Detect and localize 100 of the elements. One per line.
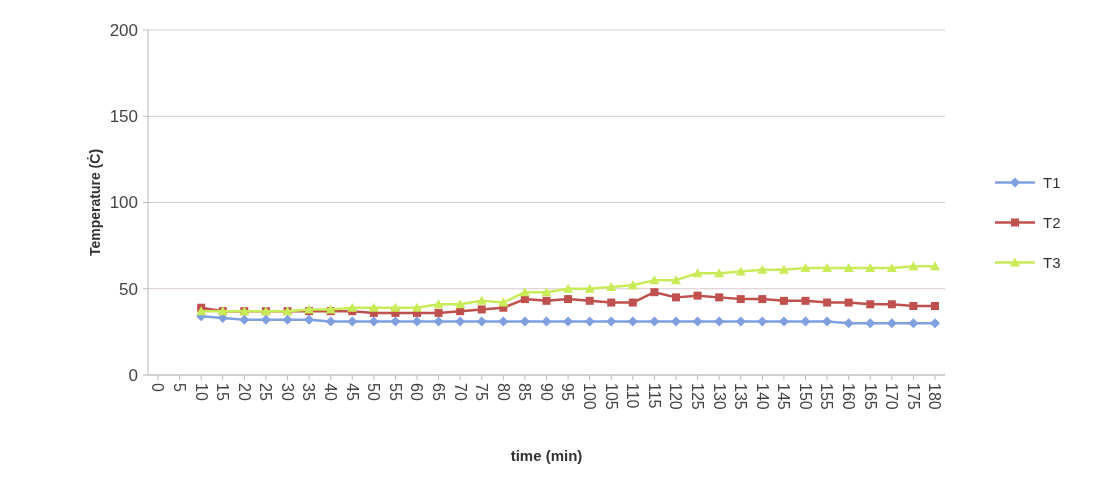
x-tick-label: 85 <box>516 383 534 401</box>
point <box>866 300 875 309</box>
point <box>390 316 401 327</box>
point <box>542 296 551 305</box>
point <box>693 291 702 300</box>
x-tick-label: 170 <box>883 383 901 410</box>
point <box>844 298 853 307</box>
point <box>347 316 358 327</box>
point <box>498 297 509 307</box>
point <box>498 316 509 327</box>
point <box>865 318 876 329</box>
x-tick-label: 130 <box>710 383 728 410</box>
x-tick-label: 115 <box>645 383 663 409</box>
x-tick-label: 40 <box>322 383 340 401</box>
x-tick-label: 155 <box>818 383 836 410</box>
x-tick-label: 150 <box>796 383 814 410</box>
point <box>564 295 573 304</box>
point <box>692 268 703 278</box>
point <box>736 295 745 304</box>
point <box>390 302 401 312</box>
y-tick-label: 200 <box>109 20 138 40</box>
point <box>519 316 530 327</box>
x-tick-label: 120 <box>667 383 685 410</box>
point <box>584 283 595 293</box>
x-tick-label: 95 <box>559 383 577 401</box>
point <box>628 298 637 307</box>
x-tick-label: 160 <box>840 383 858 410</box>
point <box>455 299 466 309</box>
x-tick-label: 110 <box>624 383 642 409</box>
point <box>239 314 250 325</box>
x-tick-label: 65 <box>429 383 447 401</box>
point <box>412 302 422 312</box>
point <box>455 316 466 327</box>
point <box>434 308 443 317</box>
point <box>196 306 207 316</box>
x-tick-label: 50 <box>365 383 383 401</box>
point <box>541 287 552 297</box>
x-tick-label: 55 <box>386 383 404 401</box>
point <box>757 264 768 274</box>
point <box>843 318 854 329</box>
point <box>714 316 725 327</box>
legend-label: T1 <box>1043 173 1061 191</box>
point <box>715 293 724 302</box>
point <box>433 299 444 309</box>
y-axis-title: Temperature (Ċ) <box>87 148 103 257</box>
point <box>865 263 876 273</box>
point <box>412 316 422 327</box>
point <box>800 316 811 327</box>
point <box>692 316 703 327</box>
x-tick-label: 90 <box>537 383 555 401</box>
x-tick-label: 180 <box>926 383 944 410</box>
x-tick-label: 105 <box>602 383 620 410</box>
x-tick-label: 165 <box>861 383 879 410</box>
point <box>649 316 660 327</box>
x-tick-label: 75 <box>473 383 491 401</box>
x-tick-label: 0 <box>149 383 167 392</box>
point <box>931 302 939 310</box>
point <box>584 316 595 327</box>
point <box>606 316 617 327</box>
point <box>672 293 680 302</box>
point <box>347 302 358 312</box>
x-tick-label: 80 <box>494 383 512 401</box>
x-tick-label: 30 <box>278 383 296 401</box>
point <box>778 316 789 327</box>
x-tick-label: 45 <box>343 383 361 401</box>
point <box>908 261 919 271</box>
point <box>823 298 832 307</box>
point <box>433 316 444 327</box>
point <box>930 318 940 329</box>
point <box>541 316 552 327</box>
point <box>671 316 681 327</box>
point <box>930 261 940 271</box>
point <box>800 263 811 273</box>
point <box>822 263 833 273</box>
x-tick-label: 135 <box>732 383 750 410</box>
point <box>627 316 638 327</box>
point <box>649 275 660 285</box>
legend-label: T2 <box>1043 213 1061 231</box>
point <box>563 283 574 293</box>
point <box>627 280 638 290</box>
point <box>325 316 336 327</box>
point <box>909 302 918 310</box>
point <box>650 288 659 297</box>
point <box>563 316 574 327</box>
x-tick-label: 35 <box>300 383 318 401</box>
point <box>779 296 788 305</box>
point <box>735 316 746 327</box>
point <box>801 296 810 305</box>
point <box>368 316 379 327</box>
x-tick-label: 145 <box>775 383 793 410</box>
x-tick-label: 15 <box>214 383 232 401</box>
x-tick-label: 5 <box>170 383 188 392</box>
x-tick-label: 125 <box>688 383 706 410</box>
x-tick-label: 10 <box>192 383 210 401</box>
point <box>671 275 681 285</box>
x-axis-title: time (min) <box>510 447 583 464</box>
point <box>735 266 746 276</box>
point <box>477 305 486 314</box>
point <box>476 295 487 305</box>
point <box>757 316 768 327</box>
